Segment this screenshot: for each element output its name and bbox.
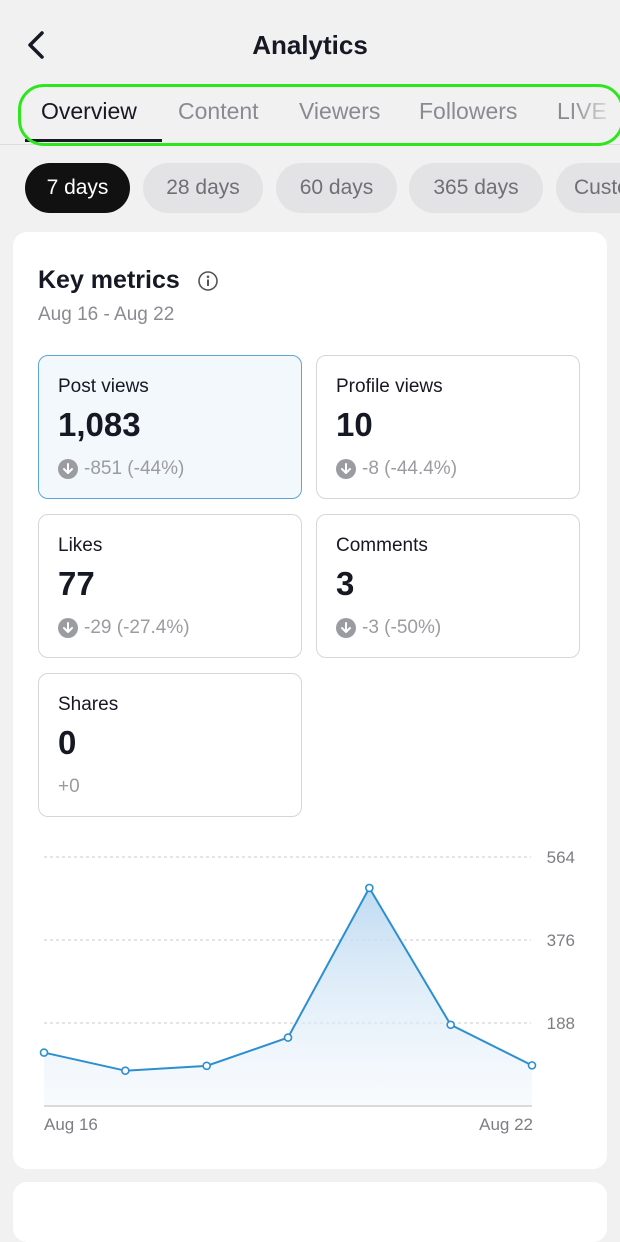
- metric-card-post-views[interactable]: Post views 1,083 -851 (-44%): [38, 355, 302, 499]
- tab-viewers[interactable]: Viewers: [299, 98, 381, 124]
- tab-followers[interactable]: Followers: [419, 98, 518, 124]
- tab-fade-overlay: [570, 80, 620, 144]
- date-range: Aug 16 - Aug 22: [38, 304, 175, 325]
- data-point: [39, 1048, 49, 1057]
- metric-label: Comments: [336, 535, 428, 556]
- metric-value: 10: [336, 406, 373, 443]
- tab-bar: Overview Content Viewers Followers LIVE: [0, 80, 620, 145]
- metric-change-text: -851 (-44%): [84, 458, 185, 479]
- metric-card-comments[interactable]: Comments 3 -3 (-50%): [316, 514, 580, 658]
- y-tick-label: 376: [547, 931, 575, 950]
- metric-change-text: -29 (-27.4%): [84, 617, 190, 638]
- header: Analytics: [0, 0, 620, 90]
- data-point: [365, 883, 374, 893]
- next-section-card: [13, 1182, 607, 1242]
- arrow-down-circle-icon: [336, 618, 356, 638]
- period-chip-7-days[interactable]: 7 days: [25, 163, 130, 213]
- metric-card-shares[interactable]: Shares 0 +0: [38, 673, 302, 817]
- metric-card-profile-views[interactable]: Profile views 10 -8 (-44.4%): [316, 355, 580, 499]
- period-chip-28-days[interactable]: 28 days: [143, 163, 263, 213]
- metric-value: 0: [58, 724, 77, 761]
- arrow-down-circle-icon: [58, 618, 78, 638]
- period-chip-365-days[interactable]: 365 days: [409, 163, 543, 213]
- metric-value: 77: [58, 565, 95, 602]
- metric-card-likes[interactable]: Likes 77 -29 (-27.4%): [38, 514, 302, 658]
- metric-value: 3: [336, 565, 355, 602]
- key-metrics-card: Key metrics Aug 16 - Aug 22 Post views 1…: [13, 232, 607, 1169]
- y-tick-label: 564: [547, 848, 575, 867]
- tab-content[interactable]: Content: [178, 98, 259, 124]
- period-selector: 7 days 28 days 60 days 365 days Custom: [0, 160, 620, 218]
- metric-change: -3 (-50%): [336, 617, 441, 639]
- metric-label: Shares: [58, 694, 119, 715]
- tab-overview[interactable]: Overview: [41, 98, 137, 124]
- data-point: [283, 1033, 293, 1042]
- post-views-chart: 188 376 564 Aug 16 Aug 22: [39, 848, 575, 1134]
- data-point: [527, 1061, 537, 1070]
- active-tab-indicator: [25, 139, 162, 142]
- y-tick-label: 188: [547, 1014, 575, 1033]
- metric-change-text: +0: [58, 776, 80, 797]
- period-chip-custom[interactable]: Custom: [556, 163, 620, 213]
- arrow-down-circle-icon: [58, 459, 78, 479]
- info-icon[interactable]: [197, 270, 219, 292]
- data-point: [121, 1066, 130, 1075]
- back-arrow-icon[interactable]: [22, 28, 52, 62]
- metric-label: Post views: [58, 376, 149, 397]
- metric-label: Profile views: [336, 376, 443, 397]
- data-point: [446, 1020, 455, 1030]
- x-tick-label: Aug 16: [44, 1115, 98, 1134]
- area-fill: [44, 887, 532, 1106]
- metric-change-text: -8 (-44.4%): [362, 458, 458, 479]
- period-chip-60-days[interactable]: 60 days: [276, 163, 397, 213]
- metric-value: 1,083: [58, 406, 141, 443]
- page-title: Analytics: [252, 30, 368, 60]
- metric-change: -851 (-44%): [58, 458, 184, 480]
- metric-change-text: -3 (-50%): [362, 617, 442, 638]
- metric-label: Likes: [58, 535, 103, 556]
- metric-change: +0: [58, 776, 80, 798]
- key-metrics-title: Key metrics: [38, 266, 180, 294]
- metric-change: -29 (-27.4%): [58, 617, 190, 639]
- arrow-down-circle-icon: [336, 459, 356, 479]
- data-point: [202, 1061, 211, 1071]
- x-tick-label: Aug 22: [479, 1115, 533, 1134]
- metric-change: -8 (-44.4%): [336, 458, 457, 480]
